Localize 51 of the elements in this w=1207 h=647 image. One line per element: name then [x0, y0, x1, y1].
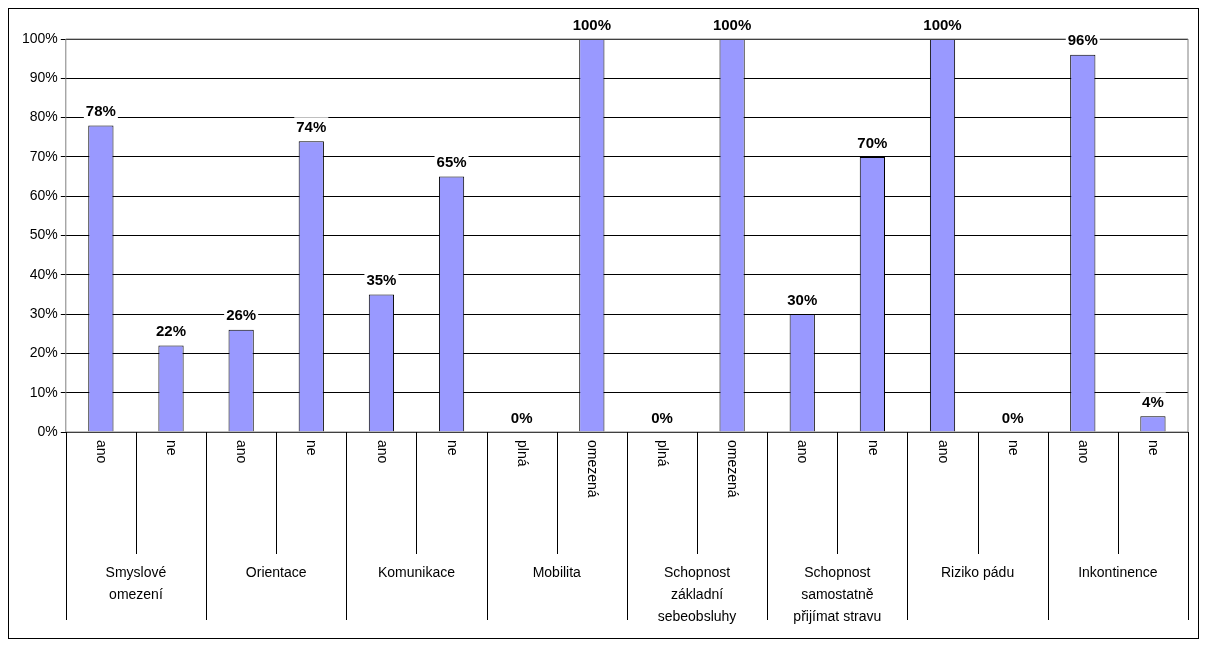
- data-label: 0%: [510, 408, 533, 426]
- data-label: 100%: [923, 15, 962, 33]
- data-label: 100%: [712, 15, 752, 33]
- y-tick-label: 90%: [29, 69, 58, 86]
- text: Mobilita: [532, 563, 582, 580]
- x-tick-label: ne: [164, 440, 181, 456]
- data-label: 22%: [156, 322, 187, 340]
- data-label: 30%: [787, 290, 818, 308]
- data-label: 78%: [85, 102, 116, 120]
- y-tick-label: 10%: [29, 383, 58, 400]
- x-tick-label: omezená: [725, 440, 742, 498]
- x-tick-label: ano: [1075, 440, 1092, 464]
- x-tick-label: ano: [234, 440, 251, 464]
- data-label: 96%: [1067, 31, 1098, 49]
- data-label: 100%: [572, 15, 612, 33]
- y-tick-label: 50%: [29, 226, 58, 243]
- x-tick-label: ano: [374, 440, 391, 464]
- data-label: 0%: [1001, 408, 1024, 426]
- x-tick-label: ne: [865, 440, 882, 456]
- y-tick-label: 40%: [29, 265, 58, 282]
- data-label: 70%: [857, 133, 888, 151]
- x-tick-label: ne: [444, 440, 461, 456]
- text: Schopnost samostatně přijímat stravu: [793, 563, 882, 624]
- text: Inkontinence: [1078, 563, 1158, 580]
- x-tick-label: ano: [795, 440, 812, 464]
- y-tick-label: 60%: [29, 187, 58, 204]
- data-label: 4%: [1142, 392, 1164, 410]
- data-label: 74%: [296, 117, 327, 135]
- x-tick-label: ne: [1146, 440, 1163, 456]
- data-label: 26%: [226, 306, 257, 324]
- x-tick-label: omezená: [584, 440, 601, 498]
- y-tick-label: 100%: [21, 29, 58, 46]
- x-tick-label: ano: [935, 440, 952, 464]
- text: Komunikace: [377, 563, 456, 580]
- x-tick-label: plná: [655, 440, 672, 467]
- y-tick-label: 30%: [29, 304, 58, 321]
- y-tick-label: 70%: [29, 147, 58, 164]
- x-tick-label: ne: [304, 440, 321, 456]
- x-tick-label: ne: [1005, 440, 1022, 456]
- y-tick-label: 20%: [29, 344, 58, 361]
- data-label: 0%: [651, 408, 673, 426]
- y-tick-label: 80%: [29, 108, 58, 125]
- x-tick-label: ano: [94, 440, 111, 464]
- text: Riziko pádu: [941, 563, 1015, 580]
- text: Smyslové omezení: [105, 563, 167, 602]
- data-label: 35%: [366, 271, 397, 289]
- text: Schopnost základní sebeobsluhy: [657, 563, 737, 624]
- data-label: 65%: [436, 153, 467, 171]
- text: Orientace: [245, 563, 307, 580]
- y-tick-label: 0%: [37, 422, 58, 439]
- x-tick-label: plná: [514, 440, 531, 467]
